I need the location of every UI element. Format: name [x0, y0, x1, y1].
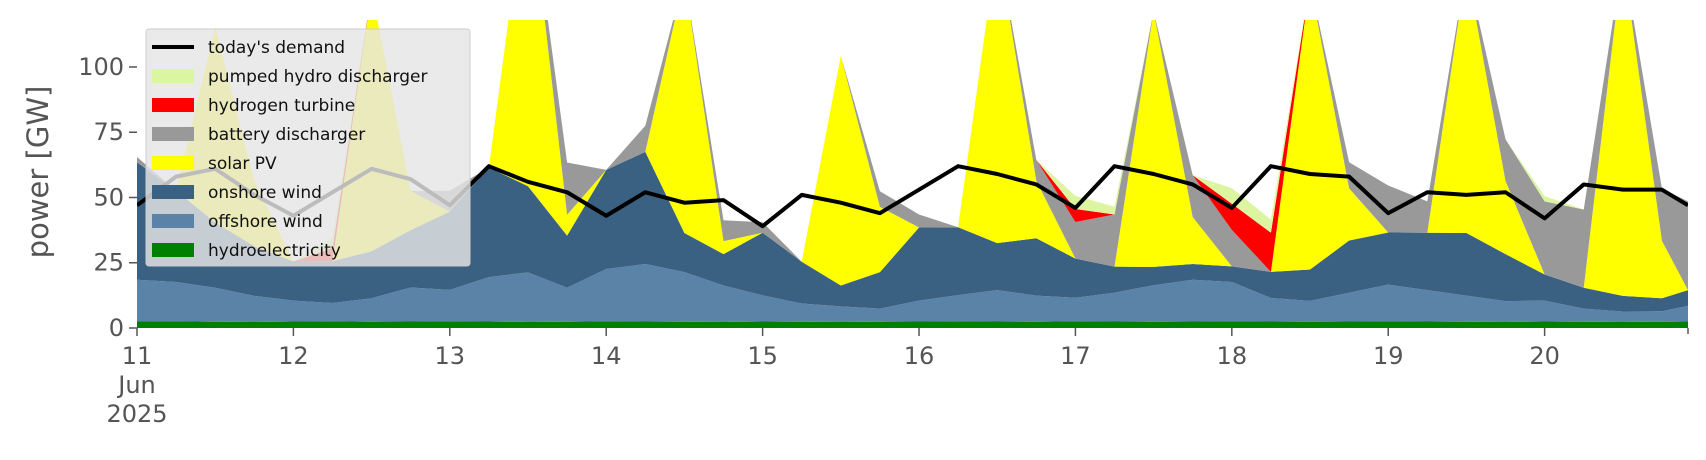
y-tick-label: 25 — [93, 249, 124, 277]
legend-label: solar PV — [208, 154, 277, 174]
x-tick-label: 15 — [747, 342, 778, 370]
legend-label: hydroelectricity — [208, 241, 341, 261]
legend-patch-swatch — [152, 243, 194, 257]
legend-item-hydrogen-turbine: hydrogen turbine — [152, 96, 355, 116]
legend-label: onshore wind — [208, 183, 322, 203]
legend-patch-swatch — [152, 185, 194, 199]
y-tick-label: 0 — [109, 314, 124, 342]
x-tick-label: 13 — [435, 342, 466, 370]
area-hydroelectricity — [137, 321, 1688, 328]
legend-item-onshore-wind: onshore wind — [152, 183, 322, 203]
legend-item-hydroelectricity: hydroelectricity — [152, 241, 341, 261]
legend-patch-swatch — [152, 156, 194, 170]
legend-patch-swatch — [152, 69, 194, 83]
area-solar-pv — [137, 20, 1688, 299]
legend-label: hydrogen turbine — [208, 96, 355, 116]
x-tick-label: 12 — [278, 342, 309, 370]
x-tick-label: 16 — [904, 342, 935, 370]
legend-label: pumped hydro discharger — [208, 67, 427, 87]
legend-box — [145, 28, 471, 267]
legend-label: today's demand — [208, 38, 345, 58]
x-tick-label: 17 — [1060, 342, 1091, 370]
legend-patch-swatch — [152, 98, 194, 112]
legend-item-solar-pv: solar PV — [152, 154, 277, 174]
x-tick-sublabel-month: Jun — [116, 371, 156, 399]
x-tick-sublabel-year: 2025 — [106, 400, 167, 428]
x-tick-label: 11 — [122, 342, 153, 370]
x-tick-label: 19 — [1373, 342, 1404, 370]
legend-label: battery discharger — [208, 125, 365, 145]
legend-item-battery-discharger: battery discharger — [152, 125, 365, 145]
legend-item-pumped-hydro-discharger: pumped hydro discharger — [152, 67, 427, 87]
y-tick-label: 100 — [78, 53, 124, 81]
legend-label: offshore wind — [208, 212, 323, 232]
x-tick-label: 20 — [1529, 342, 1560, 370]
legend-patch-swatch — [152, 127, 194, 141]
legend: today's demand pumped hydro discharger hyd… — [145, 28, 471, 267]
y-tick-label: 50 — [93, 183, 124, 211]
x-tick-label: 14 — [591, 342, 622, 370]
area-offshore-wind — [137, 264, 1688, 322]
legend-item-today-s-demand: today's demand — [152, 38, 345, 58]
area-onshore-wind — [137, 151, 1688, 312]
y-tick-label: 75 — [93, 118, 124, 146]
y-axis-title: power [GW] — [21, 86, 55, 259]
legend-patch-swatch — [152, 214, 194, 228]
legend-item-offshore-wind: offshore wind — [152, 212, 323, 232]
x-tick-label: 18 — [1217, 342, 1248, 370]
stacked-areas — [137, 20, 1688, 328]
